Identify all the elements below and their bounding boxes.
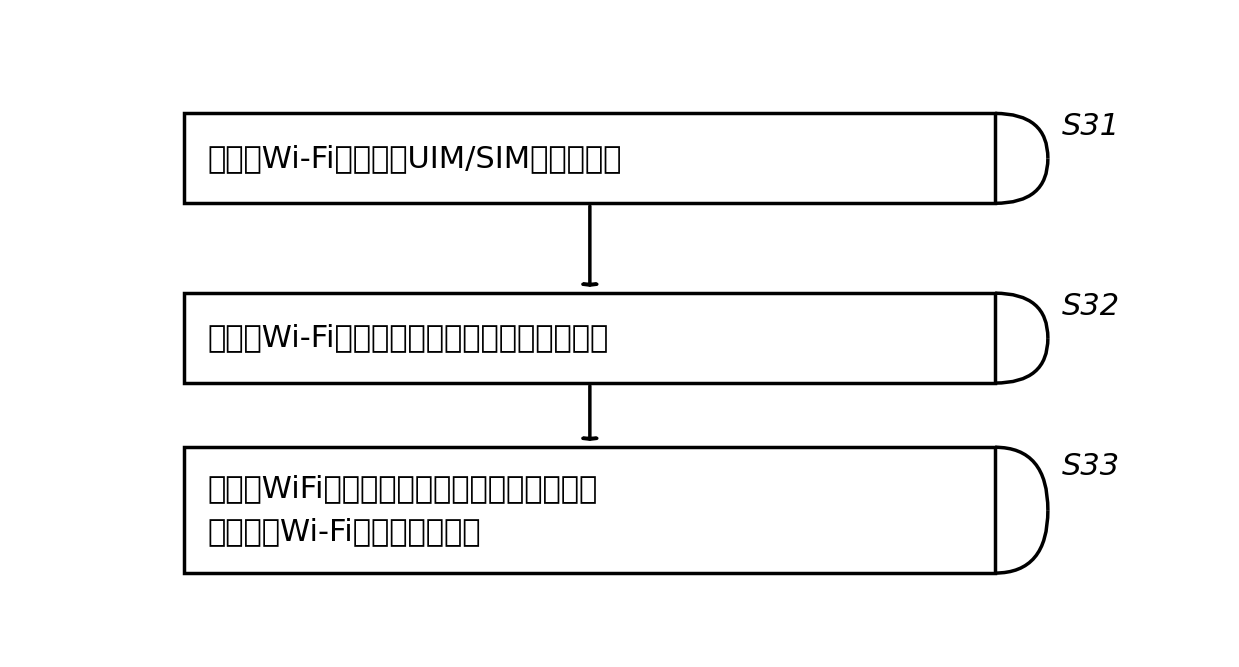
Bar bbox=[183, 113, 995, 203]
Text: S32: S32 bbox=[1062, 292, 1120, 321]
Text: 该第一WiFi设备根据该更新信号获取至少一个
由该第二Wi-Fi设备广播的报文: 该第一WiFi设备根据该更新信号获取至少一个 由该第二Wi-Fi设备广播的报文 bbox=[208, 474, 598, 546]
Bar bbox=[183, 448, 995, 573]
Text: S33: S33 bbox=[1062, 452, 1120, 481]
Text: 该第一Wi-Fi设备接收UIM/SIM卡插入信号: 该第一Wi-Fi设备接收UIM/SIM卡插入信号 bbox=[208, 144, 622, 173]
Text: S31: S31 bbox=[1062, 113, 1120, 141]
Bar bbox=[183, 293, 995, 383]
Text: 该第一Wi-Fi设备根据该插入信号产生更新信号: 该第一Wi-Fi设备根据该插入信号产生更新信号 bbox=[208, 323, 608, 353]
